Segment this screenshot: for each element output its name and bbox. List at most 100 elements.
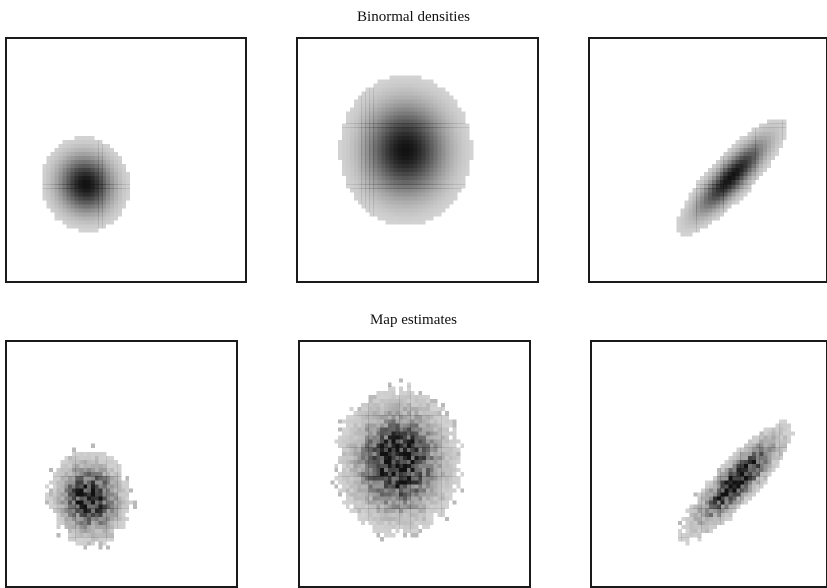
density-cell [429,119,434,124]
density-cell [79,459,84,465]
density-cell [445,439,449,444]
density-cell [739,176,744,181]
density-cell [429,111,434,116]
density-cell [377,111,382,116]
density-cell [740,459,745,465]
density-cell [405,212,410,217]
density-cell [383,419,388,424]
density-cell [42,196,47,201]
density-cell [720,520,725,526]
density-cell [391,386,396,391]
density-cell [417,172,422,177]
density-cell [748,464,752,469]
density-cell [433,95,438,100]
density-cell [56,488,61,493]
density-cell [345,180,350,185]
density-cell [364,447,369,452]
density-cell [433,476,438,481]
density-cell [369,188,374,193]
density-cell [372,508,377,513]
density-cell [429,447,434,452]
density-cell [751,439,756,444]
density-cell [83,545,88,550]
density-cell [349,431,354,436]
density-plot [676,119,787,237]
density-cell [684,224,689,229]
density-cell [383,415,388,420]
density-cell [117,520,122,526]
density-cell [403,500,407,505]
density-cell [387,459,392,465]
density-cell [418,480,423,485]
density-cell [74,160,79,165]
density-cell [361,200,366,205]
density-cell [380,390,385,395]
density-cell [406,459,411,465]
density-cell [364,403,369,408]
density-cell [62,172,67,177]
density-cell [735,160,740,165]
density-cell [389,188,394,193]
density-cell [445,415,449,420]
density-cell [117,496,122,501]
density-cell [445,196,450,201]
density-cell [60,508,65,513]
density-cell [452,455,457,461]
density-cell [751,127,756,132]
density-cell [399,427,404,432]
density-cell [437,87,442,92]
density-cell [377,95,382,100]
density-cell [125,492,130,497]
density-cell [429,127,434,132]
density-cell [751,139,756,144]
density-cell [121,508,126,513]
density-cell [365,123,370,128]
density-cell [417,200,422,205]
density-cell [720,468,725,473]
density-cell [118,180,123,185]
density-cell [740,455,745,461]
density-cell [767,131,772,136]
density-cell [383,480,388,485]
density-cell [763,160,768,165]
density-cell [410,455,415,461]
density-cell [369,143,374,148]
density-cell [417,127,422,132]
density-cell [461,155,466,161]
density-cell [445,516,449,522]
density-cell [739,143,744,148]
density-cell [387,480,392,485]
density-cell [372,419,377,424]
density-cell [701,488,706,493]
density-cell [425,115,430,120]
density-cell [397,216,402,221]
density-cell [441,508,446,513]
density-cell [403,496,407,501]
density-cell [46,204,51,209]
density-cell [364,472,369,477]
density-cell [361,123,366,128]
density-cell [372,472,377,477]
density-cell [94,143,99,148]
density-cell [744,451,749,456]
density-cell [345,464,350,469]
density-cell [383,398,388,404]
density-cell [121,496,126,501]
density-cell [409,184,414,189]
density-cell [126,196,131,201]
density-cell [692,224,697,229]
density-cell [709,516,713,522]
density-cell [334,468,339,473]
density-cell [82,172,87,177]
density-cell [406,447,411,452]
density-cell [409,204,414,209]
density-cell [425,119,430,124]
density-cell [704,212,709,217]
density-cell [71,476,76,481]
density-cell [689,525,694,530]
density-cell [86,155,91,161]
density-cell [391,504,396,509]
density-cell [406,455,411,461]
density-cell [381,164,386,169]
density-cell [399,451,404,456]
